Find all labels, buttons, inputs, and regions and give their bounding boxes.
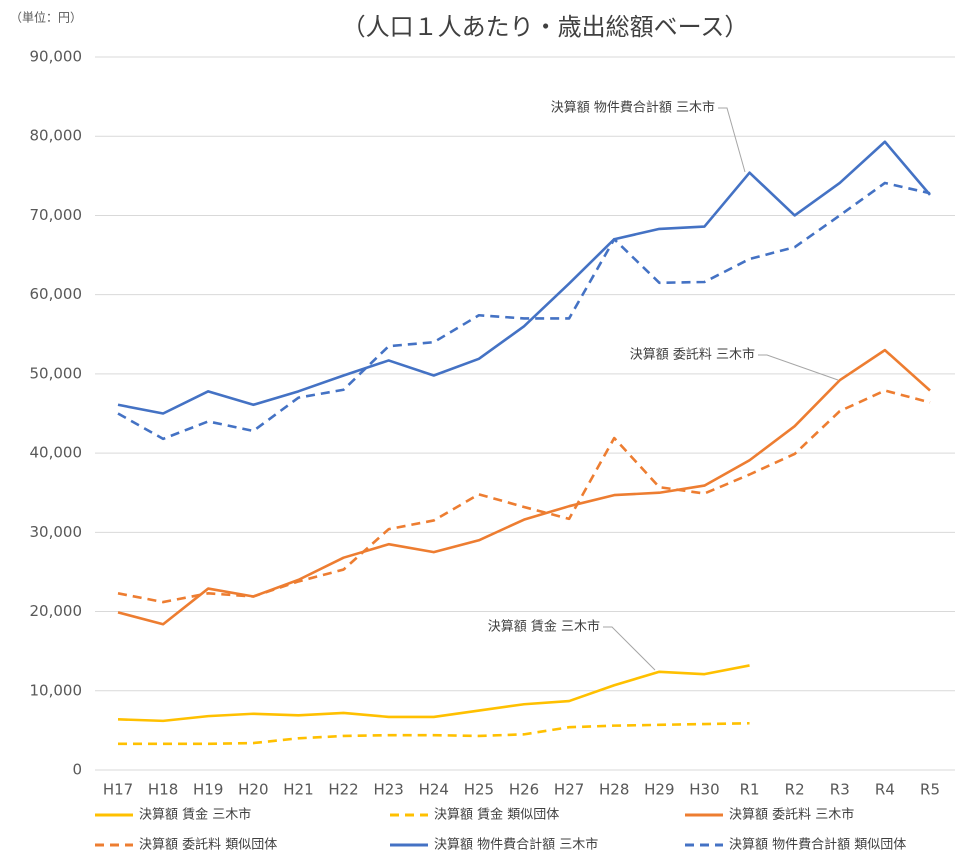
annotation: 決算額 物件費合計額 三木市 <box>551 100 715 116</box>
legend-label: 決算額 賃金 三木市 <box>139 807 251 823</box>
x-tick-label: H22 <box>328 781 358 799</box>
series-line <box>118 721 750 746</box>
x-tick-label: R1 <box>740 781 760 799</box>
legend-label: 決算額 委託料 三木市 <box>729 807 854 823</box>
y-tick-label: 10,000 <box>30 681 83 699</box>
legend-label: 決算額 物件費合計額 類似団体 <box>729 837 906 853</box>
leader-line <box>758 354 839 381</box>
x-tick-label: H17 <box>103 781 133 799</box>
x-tick-label: H21 <box>283 781 313 799</box>
series-line <box>117 389 931 604</box>
series-line <box>117 348 931 626</box>
series-line <box>117 140 931 415</box>
x-tick-label: H20 <box>238 781 268 799</box>
y-tick-label: 60,000 <box>30 285 83 303</box>
series-line <box>117 181 931 441</box>
y-tick-label: 90,000 <box>30 48 83 66</box>
x-tick-label: H25 <box>464 781 494 799</box>
unit-label: （単位：円） <box>10 10 82 25</box>
x-tick-label: R2 <box>785 781 805 799</box>
x-tick-label: H18 <box>148 781 178 799</box>
y-tick-label: 40,000 <box>30 444 83 462</box>
x-tick-label: H23 <box>373 781 403 799</box>
chart-title: （人口１人あたり・歳出総額ベース） <box>342 13 749 41</box>
legend-label: 決算額 物件費合計額 三木市 <box>434 837 598 853</box>
x-tick-label: R4 <box>875 781 895 799</box>
y-tick-label: 30,000 <box>30 523 83 541</box>
x-tick-label: H28 <box>599 781 629 799</box>
x-tick-label: H27 <box>554 781 584 799</box>
leader-line <box>718 107 746 173</box>
y-tick-label: 50,000 <box>30 364 83 382</box>
y-tick-label: 20,000 <box>30 602 83 620</box>
annotation: 決算額 賃金 三木市 <box>488 619 600 635</box>
x-tick-label: R3 <box>830 781 850 799</box>
x-tick-label: H26 <box>509 781 539 799</box>
annotation: 決算額 委託料 三木市 <box>630 347 755 363</box>
x-tick-label: H30 <box>689 781 719 799</box>
series-line <box>117 664 750 723</box>
x-tick-label: R5 <box>920 781 940 799</box>
leader-line <box>603 626 656 671</box>
x-tick-label: H29 <box>644 781 674 799</box>
x-tick-label: H19 <box>193 781 223 799</box>
legend-label: 決算額 賃金 類似団体 <box>434 807 559 823</box>
y-tick-label: 0 <box>72 761 82 779</box>
x-tick-label: H24 <box>419 781 449 799</box>
y-tick-label: 80,000 <box>30 127 83 145</box>
y-tick-label: 70,000 <box>30 206 83 224</box>
legend-label: 決算額 委託料 類似団体 <box>139 837 277 853</box>
